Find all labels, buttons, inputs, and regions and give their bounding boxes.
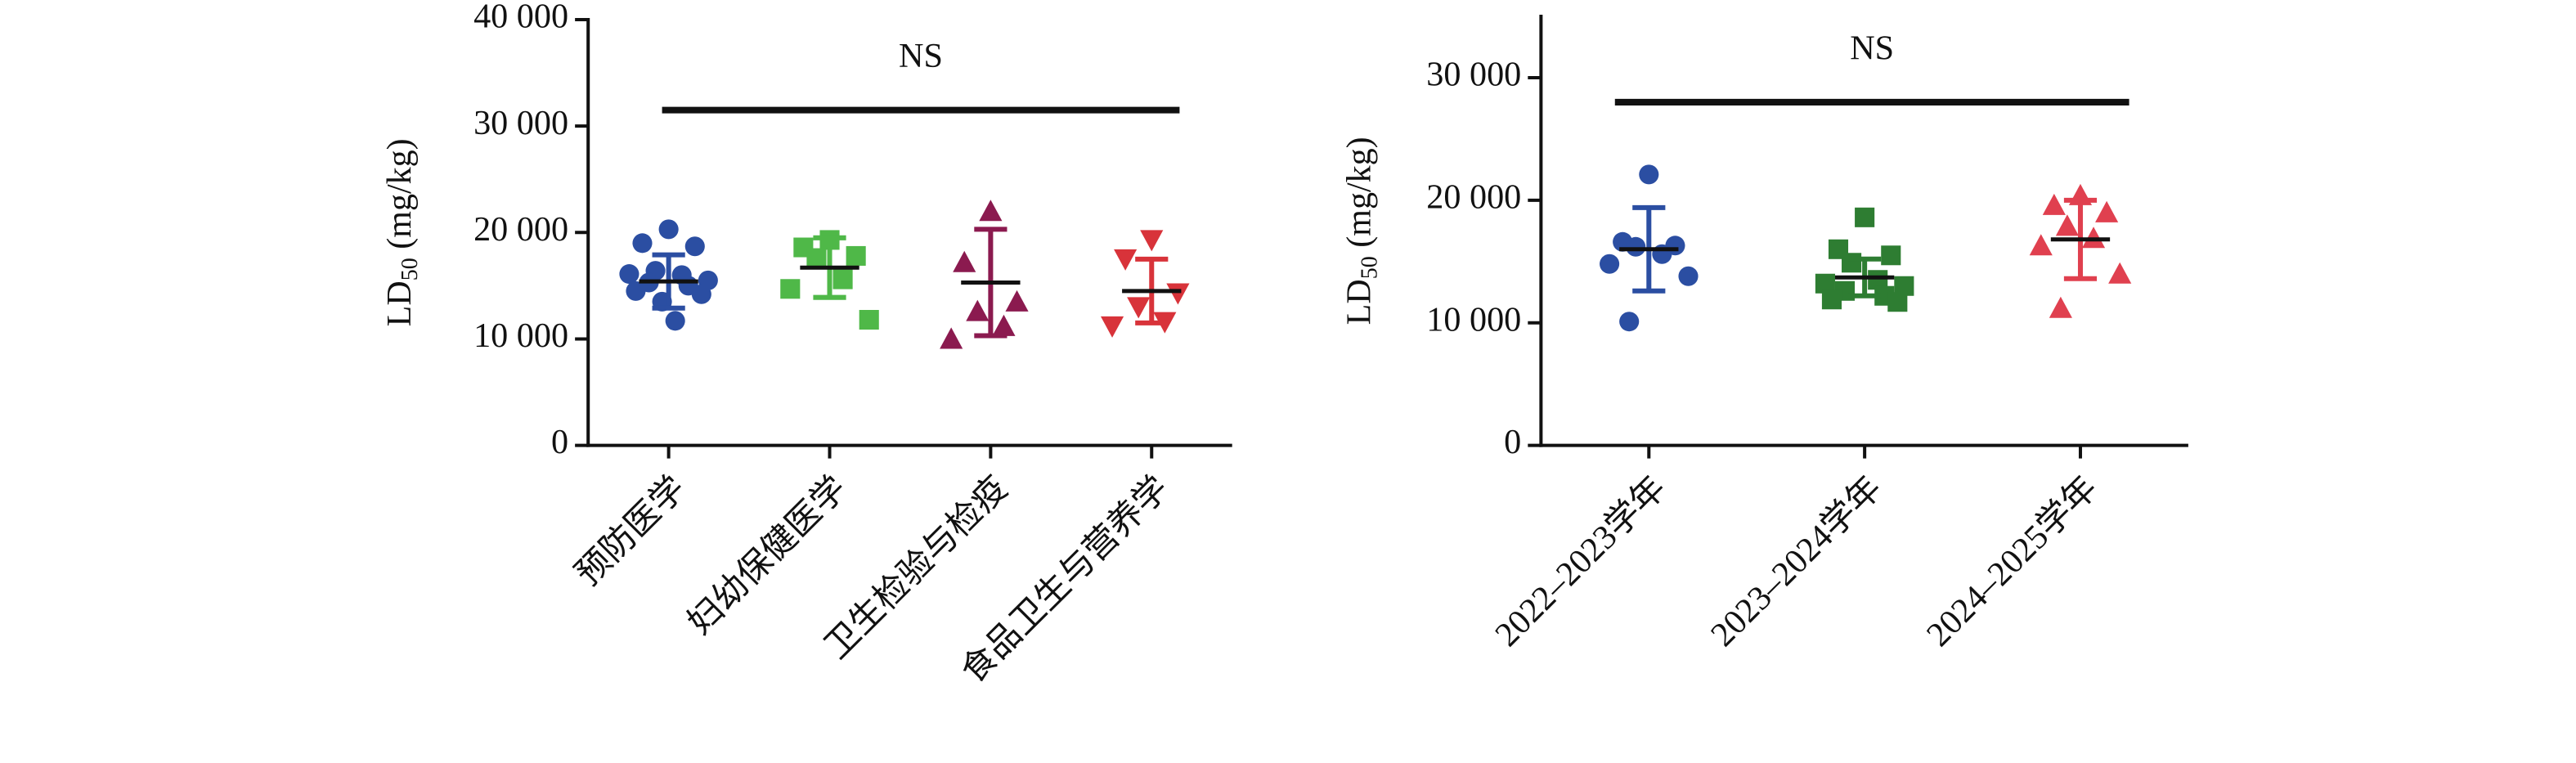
data-point — [684, 236, 705, 257]
y-axis-label-subscript: 50 — [398, 258, 424, 281]
data-point — [846, 245, 866, 266]
significance-label: NS — [1850, 29, 1894, 68]
data-point — [992, 314, 1016, 336]
y-tick-label: 30 000 — [473, 104, 568, 142]
data-point — [859, 310, 879, 330]
data-point — [2042, 193, 2066, 215]
data-point — [658, 219, 679, 240]
data-point — [1600, 254, 1620, 274]
y-axis-label-part: LD — [1340, 279, 1378, 325]
y-axis-label-part: LD — [380, 281, 419, 326]
data-point — [1639, 164, 1659, 185]
data-point — [1678, 266, 1699, 286]
y-axis-label-part: (mg/kg) — [380, 138, 419, 258]
data-point — [1619, 312, 1640, 332]
data-point — [2049, 296, 2072, 318]
data-point — [2108, 262, 2132, 284]
y-axis-label-subscript: 50 — [1358, 256, 1383, 279]
data-point — [2055, 214, 2079, 236]
data-point — [619, 264, 640, 285]
x-tick-label: 2024–2025学年 — [1919, 469, 2105, 653]
y-tick-label: 10 000 — [1426, 300, 1521, 339]
y-tick-label: 20 000 — [1426, 178, 1521, 217]
y-axis-label: LD50 (mg/kg) — [1340, 137, 1383, 325]
significance-label: NS — [899, 37, 943, 75]
data-point — [806, 248, 827, 268]
data-point — [1881, 245, 1901, 266]
x-tick-label: 2022–2023学年 — [1488, 469, 1673, 653]
x-tick-label: 预防医学 — [568, 469, 693, 593]
data-point — [691, 284, 711, 304]
data-point — [632, 233, 653, 254]
y-tick-label: 0 — [551, 423, 568, 461]
data-point — [1842, 253, 1862, 273]
data-point — [665, 311, 685, 331]
data-point — [966, 299, 990, 321]
data-point — [1887, 292, 1908, 312]
data-point — [953, 250, 976, 272]
data-point — [832, 269, 853, 289]
data-point — [940, 327, 963, 349]
y-tick-label: 20 000 — [473, 210, 568, 249]
y-tick-label: 10 000 — [473, 316, 568, 355]
data-point — [780, 279, 801, 299]
x-tick-label: 妇幼保健医学 — [680, 469, 854, 642]
y-axis-label: LD50 (mg/kg) — [380, 138, 424, 326]
data-point — [1855, 207, 1875, 227]
data-point — [1127, 297, 1151, 319]
data-point — [1821, 289, 1842, 310]
y-tick-label: 30 000 — [1426, 56, 1521, 94]
y-tick-label: 0 — [1504, 423, 1521, 461]
data-point — [2095, 200, 2119, 222]
data-point — [2029, 234, 2053, 256]
data-point — [1100, 316, 1124, 338]
data-point — [1114, 249, 1138, 271]
data-point — [626, 281, 646, 301]
x-tick-label: 2023–2024学年 — [1703, 469, 1889, 653]
data-point — [979, 200, 1003, 222]
data-point — [1626, 236, 1646, 257]
y-tick-label: 40 000 — [473, 0, 568, 36]
y-axis-label-part: (mg/kg) — [1340, 137, 1378, 256]
data-point — [1140, 230, 1164, 252]
data-point — [1005, 289, 1029, 312]
data-point — [1166, 283, 1190, 305]
